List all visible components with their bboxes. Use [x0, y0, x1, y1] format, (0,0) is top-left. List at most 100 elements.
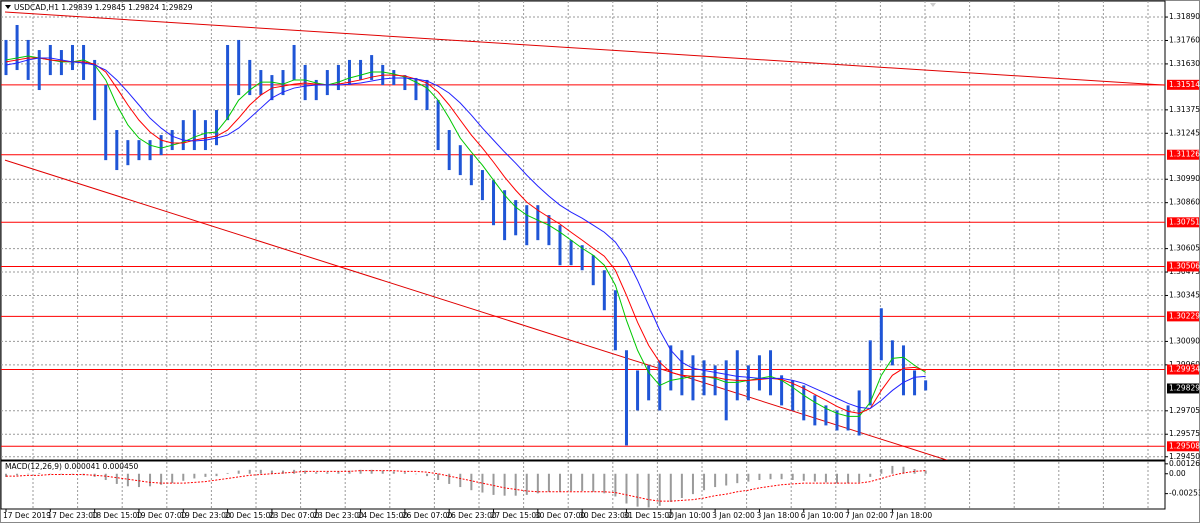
price-bar — [757, 355, 761, 391]
price-bar — [624, 350, 628, 446]
price-bar — [636, 370, 640, 411]
y-tick-label: 1.29960 — [1169, 360, 1200, 369]
price-bar — [37, 50, 41, 91]
price-bar — [458, 145, 462, 176]
price-bar — [813, 395, 817, 426]
price-bar — [237, 39, 241, 96]
level-tag — [1167, 79, 1199, 90]
price-bar — [248, 59, 252, 96]
level-tag — [1167, 364, 1199, 375]
price-bar — [547, 215, 551, 246]
price-bar — [203, 120, 207, 151]
price-bar — [192, 110, 196, 151]
price-bar — [425, 79, 429, 111]
price-bar — [824, 405, 828, 426]
x-tick-label: 2 Jan 10:00 — [668, 511, 711, 520]
price-bar — [126, 140, 130, 166]
macd-title: MACD(12,26,9) 0.000041 0.000450 — [5, 462, 139, 471]
x-tick-label: 30 Dec 23:00 — [579, 511, 630, 520]
x-tick-label: 30 Dec 07:00 — [535, 511, 586, 520]
level-label: 1.30751 — [1169, 217, 1200, 226]
x-tick-label: 26 Dec 23:00 — [446, 511, 497, 520]
price-bar — [170, 130, 174, 151]
y-tick-label: 0.00 — [1169, 469, 1186, 478]
y-tick-label: 1.29450 — [1169, 452, 1200, 461]
menu-arrow[interactable] — [5, 5, 11, 9]
y-tick-label: 1.30090 — [1169, 336, 1200, 345]
price-bar — [104, 84, 108, 161]
main-plot — [1, 11, 1165, 460]
price-bar — [325, 70, 329, 96]
price-bar — [403, 75, 407, 91]
plot-layer — [1, 11, 1165, 508]
x-tick-label: 7 Jan 18:00 — [889, 511, 932, 520]
x-tick-label: 27 Dec 15:00 — [491, 511, 542, 520]
y-tick-label: -0.002538 — [1169, 489, 1200, 498]
price-bar — [336, 64, 340, 91]
vertical-grid — [32, 1, 1149, 509]
price-bar — [924, 380, 928, 391]
price-bar — [181, 120, 185, 151]
price-bar — [913, 370, 917, 396]
price-bar — [292, 44, 296, 80]
price-bar — [713, 365, 717, 396]
price-bar — [868, 340, 872, 406]
price-bar — [137, 140, 141, 161]
price-bar — [580, 245, 584, 271]
y-tick-label: 1.29705 — [1169, 406, 1200, 415]
trendline — [4, 159, 949, 460]
price-bar — [503, 190, 507, 241]
price-bar — [469, 155, 473, 186]
moving-average — [5, 55, 926, 417]
y-tick-label: 1.30475 — [1169, 267, 1200, 276]
y-tick-label: 1.29575 — [1169, 429, 1200, 438]
x-tick-label: 20 Dec 15:00 — [225, 511, 276, 520]
macd-plot — [5, 465, 927, 508]
price-bar — [647, 365, 651, 401]
price-bar — [569, 240, 573, 266]
price-bar — [879, 308, 883, 361]
price-bar — [890, 340, 894, 366]
x-tick-label: 7 Jan 02:00 — [845, 511, 888, 520]
price-bar — [780, 375, 784, 406]
y-tick-label: 1.30990 — [1169, 174, 1200, 183]
price-bar — [93, 59, 97, 121]
price-bar — [82, 44, 86, 80]
price-bar — [281, 70, 285, 96]
price-bar — [846, 405, 850, 431]
price-bar — [835, 410, 839, 431]
price-bar — [536, 205, 540, 241]
price-bar — [314, 79, 318, 101]
price-bar — [525, 205, 529, 246]
scroll-marker — [930, 3, 936, 7]
x-tick-label: 23 Dec 07:00 — [269, 511, 320, 520]
price-bar — [702, 360, 706, 396]
x-tick-label: 19 Dec 07:00 — [136, 511, 187, 520]
price-bar — [802, 385, 806, 421]
price-bar — [359, 59, 363, 80]
level-label: 1.31514 — [1169, 80, 1200, 89]
y-tick-label: 1.31760 — [1169, 35, 1200, 44]
price-bar — [70, 44, 74, 71]
price-bar — [558, 225, 562, 266]
level-tag — [1167, 441, 1199, 452]
signal-line — [6, 470, 926, 502]
y-tick-label: 1.31890 — [1169, 12, 1200, 21]
x-tick-label: 26 Dec 07:00 — [402, 511, 453, 520]
price-bar — [691, 355, 695, 401]
price-bar — [791, 380, 795, 411]
level-tag — [1167, 217, 1199, 228]
x-tick-label: 24 Dec 15:00 — [358, 511, 409, 520]
x-tick-label: 17 Dec 2019 — [3, 511, 51, 520]
price-bar — [613, 290, 617, 351]
price-bar — [15, 24, 19, 71]
price-bar — [347, 59, 351, 85]
y-tick-label: 1.30860 — [1169, 198, 1200, 207]
level-label: 1.30506 — [1169, 261, 1200, 270]
price-bar — [159, 135, 163, 156]
price-bar — [492, 180, 496, 226]
price-bar — [414, 77, 418, 101]
price-bar — [115, 130, 119, 171]
x-tick-label: 18 Dec 15:00 — [92, 511, 143, 520]
